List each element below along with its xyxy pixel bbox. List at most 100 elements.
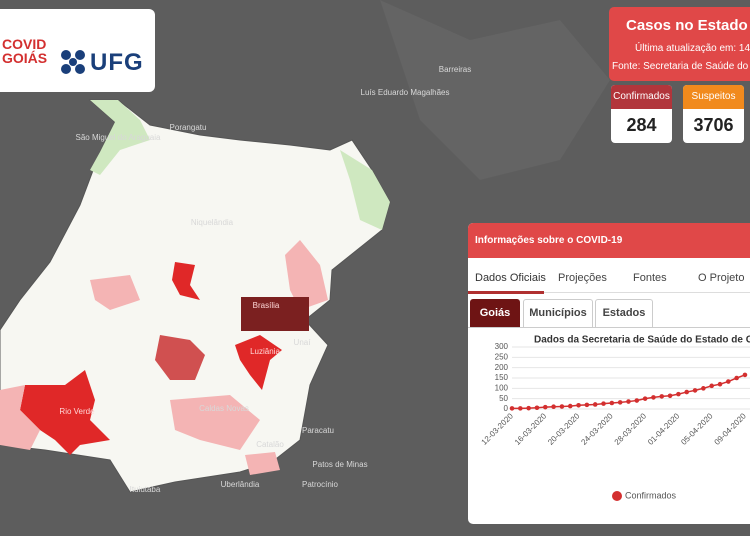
- data-point: [542, 404, 548, 410]
- summary-updated: Última atualização em: 14/: [635, 43, 750, 54]
- stat-value: 284: [626, 115, 657, 135]
- region: [340, 150, 390, 230]
- data-point: [717, 381, 723, 387]
- data-point: [701, 386, 706, 391]
- data-point: [651, 395, 656, 400]
- stat-card: Confirmados 284: [611, 85, 672, 143]
- data-point: [584, 402, 590, 408]
- summary-panel: Casos no Estado de Última atualização em…: [609, 7, 750, 81]
- data-point: [709, 383, 714, 389]
- region: [90, 275, 140, 310]
- chart-title: Dados da Secretaria de Saúde do Estado d…: [534, 335, 750, 346]
- data-point: [617, 400, 623, 405]
- data-point: [559, 404, 565, 409]
- logo-ufg: UFG: [90, 49, 144, 76]
- region: [20, 370, 110, 455]
- stat-card: Suspeitos 3706: [683, 85, 744, 143]
- map-label: São Miguel do Araguaia: [76, 133, 162, 142]
- data-point: [692, 388, 698, 393]
- data-point: [626, 399, 631, 404]
- data-point: [592, 402, 598, 407]
- map-label: Catalão: [256, 440, 284, 449]
- subtab[interactable]: Goiás: [470, 299, 520, 327]
- logo-text: GOIÁS: [2, 50, 48, 66]
- data-point: [726, 379, 731, 384]
- x-tick-label: 24-03-2020: [579, 411, 615, 447]
- x-tick-label: 28-03-2020: [613, 411, 649, 447]
- map-label: Caldas Novas: [199, 404, 249, 413]
- tab-divider: [468, 292, 750, 293]
- y-tick-label: 100: [495, 383, 509, 392]
- data-point: [534, 405, 540, 411]
- map-label: Patos de Minas: [312, 460, 367, 469]
- map-label: Patrocínio: [302, 480, 339, 489]
- map-label: Brasília: [253, 301, 280, 310]
- y-tick-label: 0: [504, 404, 509, 413]
- data-point: [642, 396, 648, 401]
- terrain: [380, 0, 610, 180]
- map-label: Unaí: [294, 338, 312, 347]
- data-point: [659, 394, 665, 399]
- y-tick-label: 300: [495, 342, 509, 351]
- stat-label: Confirmados: [611, 85, 672, 109]
- summary-source: Fonte: Secretaria de Saúde do E: [612, 61, 750, 72]
- region: [90, 100, 150, 175]
- data-point: [601, 401, 606, 406]
- data-point: [609, 400, 615, 406]
- tab[interactable]: Projeções: [558, 272, 607, 284]
- subtab-divider: [468, 327, 750, 328]
- data-point: [684, 389, 690, 395]
- tab-indicator: [468, 291, 544, 294]
- region: [172, 262, 200, 300]
- region: [155, 335, 205, 380]
- stat-label: Suspeitos: [683, 85, 744, 109]
- logo-text: COVID: [2, 36, 47, 52]
- map-label: Luís Eduardo Magalhães: [361, 88, 450, 97]
- data-point: [567, 403, 573, 409]
- map-label: Niquelândia: [191, 218, 234, 227]
- x-tick-label: 16-03-2020: [513, 411, 549, 447]
- logo[interactable]: COVID GOIÁS UFG: [0, 9, 155, 92]
- x-tick-label: 12-03-2020: [480, 411, 516, 447]
- x-tick-label: 05-04-2020: [679, 411, 715, 447]
- data-point: [667, 393, 673, 399]
- map-label: Barreiras: [439, 65, 471, 74]
- map-label: Ituiutaba: [130, 485, 161, 494]
- x-tick-label: 01-04-2020: [646, 411, 682, 447]
- data-point: [734, 375, 739, 381]
- region: [285, 240, 328, 310]
- legend-marker: [612, 491, 622, 501]
- legend-label: Confirmados: [625, 490, 677, 500]
- region: [245, 452, 280, 475]
- data-point: [634, 398, 640, 403]
- map-label: Rio Verde: [59, 407, 95, 416]
- chart: Dados da Secretaria de Saúde do Estado d…: [480, 335, 750, 501]
- data-point: [551, 404, 556, 410]
- info-panel: Informações sobre o COVID-19 Dados Ofici…: [468, 223, 750, 524]
- x-tick-label: 20-03-2020: [546, 411, 582, 447]
- y-tick-label: 50: [499, 394, 508, 403]
- map-label: Paracatu: [302, 426, 334, 435]
- data-point: [526, 405, 531, 411]
- data-point: [742, 372, 748, 378]
- subtab[interactable]: Estados: [595, 299, 653, 327]
- map-label: Uberlândia: [221, 480, 260, 489]
- y-tick-label: 250: [495, 352, 509, 361]
- region: [170, 395, 260, 450]
- tab[interactable]: Dados Oficiais: [475, 272, 546, 284]
- region: [0, 385, 40, 450]
- panel-header: Informações sobre o COVID-19: [468, 223, 750, 258]
- tab[interactable]: Fontes: [633, 272, 667, 284]
- summary-title: Casos no Estado de: [626, 17, 750, 34]
- logo-icon: [61, 50, 85, 74]
- y-tick-label: 150: [495, 373, 509, 382]
- data-point: [576, 402, 581, 408]
- tab[interactable]: O Projeto: [698, 272, 745, 284]
- y-tick-label: 200: [495, 363, 509, 372]
- data-point: [676, 391, 681, 397]
- map-label: Luziânia: [250, 347, 280, 356]
- map-label: Porangatu: [170, 123, 207, 132]
- subtab[interactable]: Municípios: [523, 299, 593, 327]
- federal-district[interactable]: [241, 297, 309, 331]
